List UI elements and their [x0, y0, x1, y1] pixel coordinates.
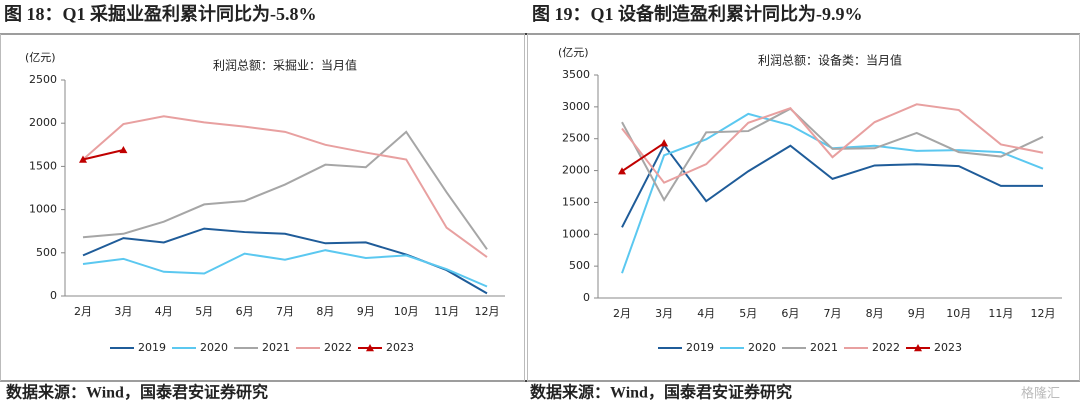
x-tick-label: 4月 — [697, 307, 715, 320]
line-series — [82, 149, 124, 161]
y-tick-label: 2500 — [562, 132, 590, 145]
x-tick-label: 9月 — [357, 305, 375, 318]
x-tick-label: 9月 — [908, 307, 926, 320]
y-tick-label: 3500 — [562, 68, 590, 81]
x-tick-label: 3月 — [114, 305, 132, 318]
point-marker — [119, 145, 128, 154]
line-series — [82, 130, 488, 250]
subtitle: 利润总额：采掘业：当月值 — [213, 58, 357, 73]
x-tick-label: 7月 — [824, 307, 842, 320]
x-tick-label: 3月 — [655, 307, 673, 320]
panel-border — [527, 33, 1080, 382]
subtitle: 利润总额：设备类：当月值 — [758, 53, 902, 68]
legend-label: 2023 — [934, 341, 962, 354]
legend-label: 2020 — [200, 341, 228, 354]
y-tick-label: 1000 — [562, 227, 590, 240]
point-marker — [660, 139, 669, 147]
legend-label: 2021 — [262, 341, 290, 354]
line-series — [82, 227, 488, 295]
x-tick-label: 11月 — [988, 307, 1013, 320]
legend-label: 2023 — [386, 341, 414, 354]
y-tick-label: 2000 — [562, 164, 590, 177]
chart-title: 图 18：Q1 采掘业盈利累计同比为-5.8% — [4, 3, 317, 24]
x-tick-label: 5月 — [195, 305, 213, 318]
legend-label: 2019 — [686, 341, 714, 354]
x-tick-label: 12月 — [1031, 307, 1056, 320]
legend-marker — [366, 344, 374, 352]
x-tick-label: 2月 — [613, 307, 631, 320]
x-tick-label: 10月 — [394, 305, 419, 318]
y-tick-label: 1500 — [562, 195, 590, 208]
watermark: 格隆汇 — [1021, 386, 1060, 402]
y-tick-label: 1500 — [29, 159, 57, 172]
x-tick-label: 6月 — [781, 307, 799, 320]
line-series — [82, 115, 488, 258]
y-tick-label: 500 — [569, 259, 590, 272]
y-tick-label: 500 — [36, 246, 57, 259]
line-series — [621, 142, 665, 173]
legend-label: 2022 — [324, 341, 352, 354]
y-axis-label: (亿元) — [558, 46, 589, 59]
line-series — [621, 112, 1044, 274]
y-tick-label: 0 — [50, 289, 57, 302]
x-tick-label: 8月 — [316, 305, 334, 318]
x-tick-label: 7月 — [276, 305, 294, 318]
point-marker — [79, 155, 87, 163]
x-tick-label: 11月 — [434, 305, 459, 318]
line-series — [82, 249, 488, 288]
legend-marker — [914, 344, 922, 352]
legend-label: 2019 — [138, 341, 166, 354]
source-note: 数据来源：Wind，国泰君安证券研究 — [6, 383, 268, 402]
legend-label: 2020 — [748, 341, 776, 354]
y-tick-label: 2000 — [29, 116, 57, 129]
x-tick-label: 2月 — [74, 305, 92, 318]
x-tick-label: 12月 — [475, 305, 500, 318]
legend-label: 2022 — [872, 341, 900, 354]
point-marker — [618, 167, 626, 175]
x-tick-label: 10月 — [946, 307, 971, 320]
line-series — [621, 107, 1044, 202]
y-tick-label: 0 — [583, 291, 590, 304]
line-series — [621, 143, 1043, 228]
x-tick-label: 5月 — [739, 307, 757, 320]
source-note: 数据来源：Wind，国泰君安证券研究 — [530, 383, 792, 402]
y-axis-label: (亿元) — [25, 51, 56, 64]
y-tick-label: 2500 — [29, 73, 57, 86]
x-tick-label: 8月 — [866, 307, 884, 320]
chart-title: 图 19：Q1 设备制造盈利累计同比为-9.9% — [532, 3, 863, 24]
x-tick-label: 4月 — [155, 305, 173, 318]
y-tick-label: 1000 — [29, 203, 57, 216]
x-tick-label: 6月 — [236, 305, 254, 318]
y-tick-label: 3000 — [562, 100, 590, 113]
line-series — [621, 103, 1044, 184]
legend-label: 2021 — [810, 341, 838, 354]
panel-border — [0, 33, 525, 382]
